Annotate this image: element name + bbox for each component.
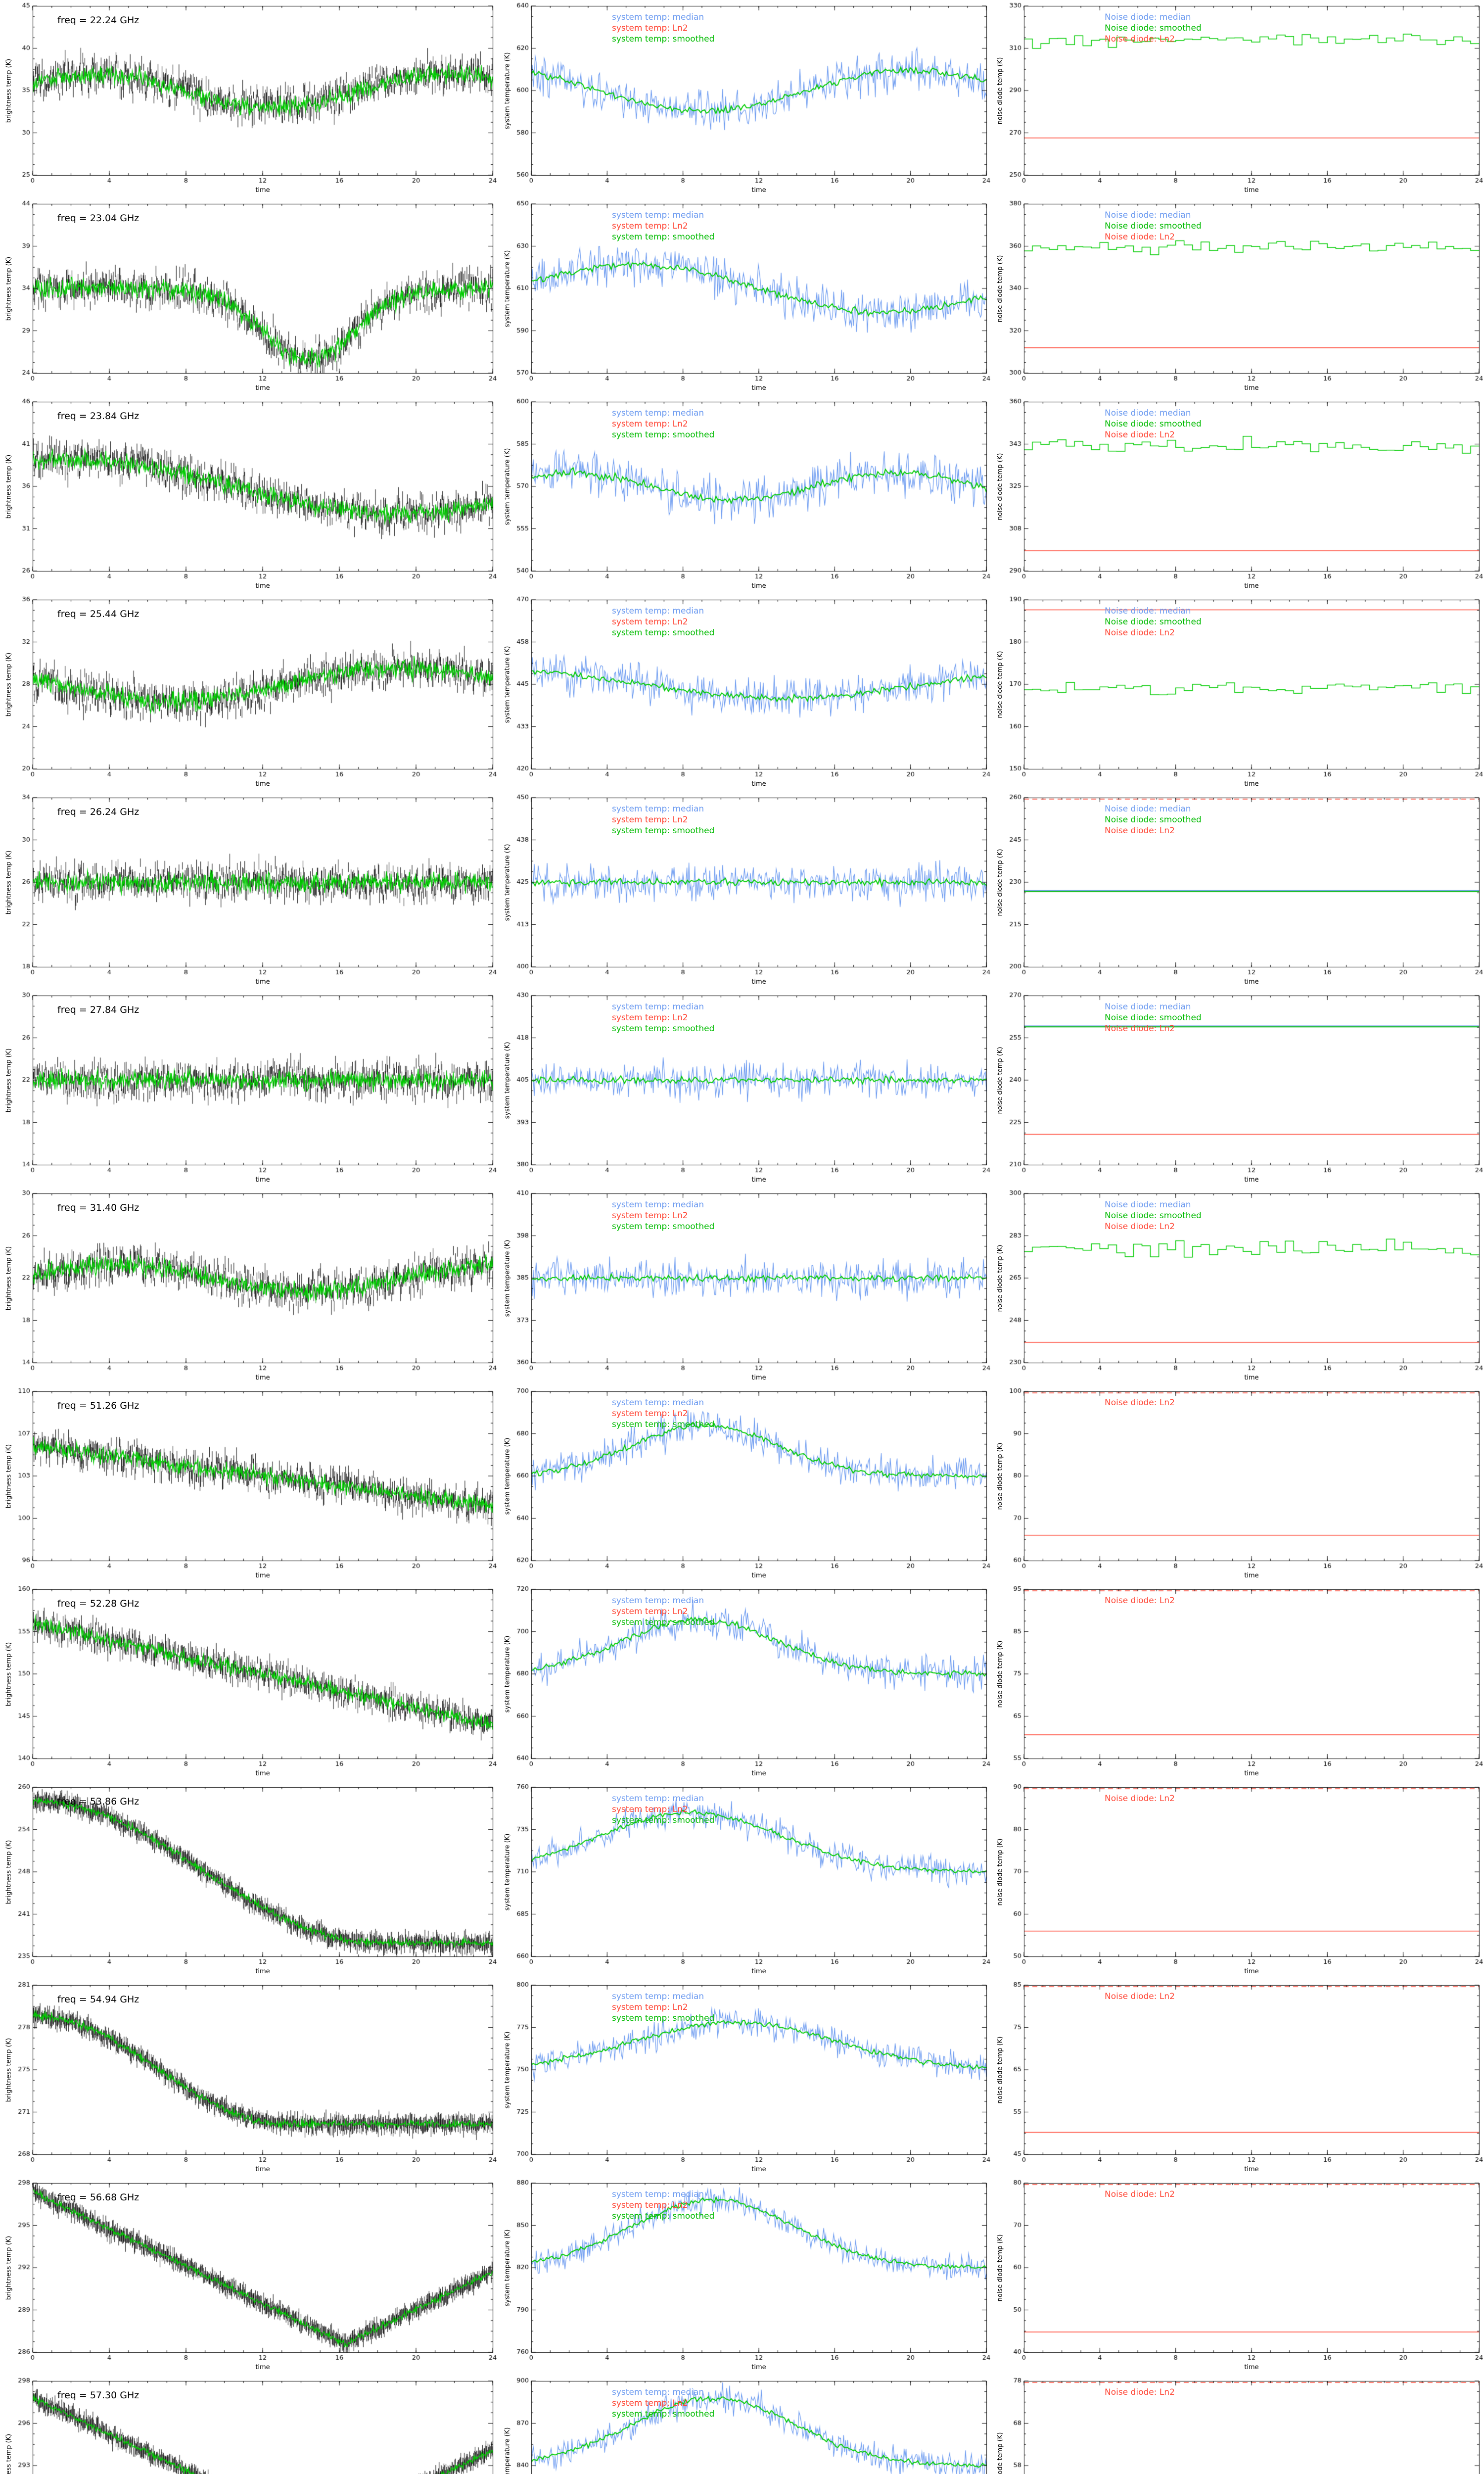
system-temp-plot-canvas <box>501 1583 990 1781</box>
system-temp-plot-canvas <box>501 1781 990 1979</box>
noise-diode-plot-canvas <box>993 0 1483 198</box>
plot-row: brightness temp (K) time freq = 22.24 GH… <box>0 0 1484 198</box>
brightness-panel: brightness temp (K) time freq = 57.30 GH… <box>2 2375 497 2474</box>
brightness-plot-canvas <box>2 2177 497 2375</box>
plot-row: brightness temp (K) time freq = 23.04 GH… <box>0 198 1484 396</box>
brightness-panel: brightness temp (K) time freq = 23.04 GH… <box>2 198 497 396</box>
brightness-plot-canvas <box>2 1385 497 1583</box>
brightness-panel: brightness temp (K) time freq = 53.86 GH… <box>2 1781 497 1979</box>
brightness-plot-canvas <box>2 1979 497 2177</box>
brightness-panel: brightness temp (K) time freq = 31.40 GH… <box>2 1188 497 1385</box>
brightness-panel: brightness temp (K) time freq = 25.44 GH… <box>2 594 497 792</box>
brightness-panel: brightness temp (K) time freq = 51.26 GH… <box>2 1385 497 1583</box>
brightness-panel: brightness temp (K) time freq = 54.94 GH… <box>2 1979 497 2177</box>
system-temp-panel: system temperature (K) time system temp:… <box>501 1979 990 2177</box>
plot-row: brightness temp (K) time freq = 57.30 GH… <box>0 2375 1484 2474</box>
plot-row: brightness temp (K) time freq = 27.84 GH… <box>0 990 1484 1188</box>
noise-diode-plot-canvas <box>993 198 1483 396</box>
system-temp-panel: system temperature (K) time system temp:… <box>501 1583 990 1781</box>
system-temp-plot-canvas <box>501 396 990 594</box>
plot-row: brightness temp (K) time freq = 53.86 GH… <box>0 1781 1484 1979</box>
noise-diode-panel: noise diode temp (K) time Noise diode: m… <box>993 594 1483 792</box>
system-temp-panel: system temperature (K) time system temp:… <box>501 2375 990 2474</box>
system-temp-plot-canvas <box>501 1188 990 1385</box>
system-temp-plot-canvas <box>501 1979 990 2177</box>
noise-diode-plot-canvas <box>993 792 1483 990</box>
brightness-plot-canvas <box>2 594 497 792</box>
system-temp-plot-canvas <box>501 198 990 396</box>
brightness-panel: brightness temp (K) time freq = 22.24 GH… <box>2 0 497 198</box>
plot-row: brightness temp (K) time freq = 23.84 GH… <box>0 396 1484 594</box>
brightness-panel: brightness temp (K) time freq = 26.24 GH… <box>2 792 497 990</box>
brightness-plot-canvas <box>2 990 497 1188</box>
noise-diode-panel: noise diode temp (K) time Noise diode: m… <box>993 396 1483 594</box>
system-temp-plot-canvas <box>501 2375 990 2474</box>
system-temp-panel: system temperature (K) time system temp:… <box>501 396 990 594</box>
noise-diode-panel: noise diode temp (K) time Noise diode: L… <box>993 1583 1483 1781</box>
noise-diode-plot-canvas <box>993 1583 1483 1781</box>
noise-diode-plot-canvas <box>993 1781 1483 1979</box>
brightness-plot-canvas <box>2 396 497 594</box>
system-temp-plot-canvas <box>501 0 990 198</box>
noise-diode-plot-canvas <box>993 1979 1483 2177</box>
plot-row: brightness temp (K) time freq = 52.28 GH… <box>0 1583 1484 1781</box>
system-temp-panel: system temperature (K) time system temp:… <box>501 990 990 1188</box>
brightness-panel: brightness temp (K) time freq = 56.68 GH… <box>2 2177 497 2375</box>
system-temp-panel: system temperature (K) time system temp:… <box>501 0 990 198</box>
noise-diode-panel: noise diode temp (K) time Noise diode: m… <box>993 198 1483 396</box>
noise-diode-panel: noise diode temp (K) time Noise diode: m… <box>993 1188 1483 1385</box>
system-temp-plot-canvas <box>501 594 990 792</box>
system-temp-plot-canvas <box>501 990 990 1188</box>
noise-diode-plot-canvas <box>993 1385 1483 1583</box>
system-temp-panel: system temperature (K) time system temp:… <box>501 1781 990 1979</box>
noise-diode-panel: noise diode temp (K) time Noise diode: m… <box>993 792 1483 990</box>
plot-row: brightness temp (K) time freq = 26.24 GH… <box>0 792 1484 990</box>
noise-diode-panel: noise diode temp (K) time Noise diode: L… <box>993 2375 1483 2474</box>
noise-diode-plot-canvas <box>993 1188 1483 1385</box>
plot-row: brightness temp (K) time freq = 31.40 GH… <box>0 1188 1484 1385</box>
plot-row: brightness temp (K) time freq = 54.94 GH… <box>0 1979 1484 2177</box>
plot-row: brightness temp (K) time freq = 51.26 GH… <box>0 1385 1484 1583</box>
noise-diode-plot-canvas <box>993 2177 1483 2375</box>
brightness-panel: brightness temp (K) time freq = 52.28 GH… <box>2 1583 497 1781</box>
system-temp-plot-canvas <box>501 1385 990 1583</box>
brightness-plot-canvas <box>2 1188 497 1385</box>
noise-diode-plot-canvas <box>993 396 1483 594</box>
noise-diode-panel: noise diode temp (K) time Noise diode: L… <box>993 1979 1483 2177</box>
plot-row: brightness temp (K) time freq = 56.68 GH… <box>0 2177 1484 2375</box>
system-temp-panel: system temperature (K) time system temp:… <box>501 198 990 396</box>
system-temp-panel: system temperature (K) time system temp:… <box>501 792 990 990</box>
brightness-panel: brightness temp (K) time freq = 23.84 GH… <box>2 396 497 594</box>
system-temp-panel: system temperature (K) time system temp:… <box>501 1385 990 1583</box>
brightness-plot-canvas <box>2 1781 497 1979</box>
brightness-plot-canvas <box>2 1583 497 1781</box>
noise-diode-plot-canvas <box>993 594 1483 792</box>
plot-row: brightness temp (K) time freq = 25.44 GH… <box>0 594 1484 792</box>
noise-diode-panel: noise diode temp (K) time Noise diode: m… <box>993 990 1483 1188</box>
system-temp-panel: system temperature (K) time system temp:… <box>501 594 990 792</box>
brightness-plot-canvas <box>2 0 497 198</box>
brightness-plot-canvas <box>2 198 497 396</box>
noise-diode-panel: noise diode temp (K) time Noise diode: m… <box>993 0 1483 198</box>
system-temp-plot-canvas <box>501 2177 990 2375</box>
system-temp-plot-canvas <box>501 792 990 990</box>
brightness-plot-canvas <box>2 792 497 990</box>
noise-diode-plot-canvas <box>993 990 1483 1188</box>
brightness-panel: brightness temp (K) time freq = 27.84 GH… <box>2 990 497 1188</box>
system-temp-panel: system temperature (K) time system temp:… <box>501 2177 990 2375</box>
noise-diode-plot-canvas <box>993 2375 1483 2474</box>
system-temp-panel: system temperature (K) time system temp:… <box>501 1188 990 1385</box>
noise-diode-panel: noise diode temp (K) time Noise diode: L… <box>993 1781 1483 1979</box>
noise-diode-panel: noise diode temp (K) time Noise diode: L… <box>993 2177 1483 2375</box>
brightness-plot-canvas <box>2 2375 497 2474</box>
noise-diode-panel: noise diode temp (K) time Noise diode: L… <box>993 1385 1483 1583</box>
